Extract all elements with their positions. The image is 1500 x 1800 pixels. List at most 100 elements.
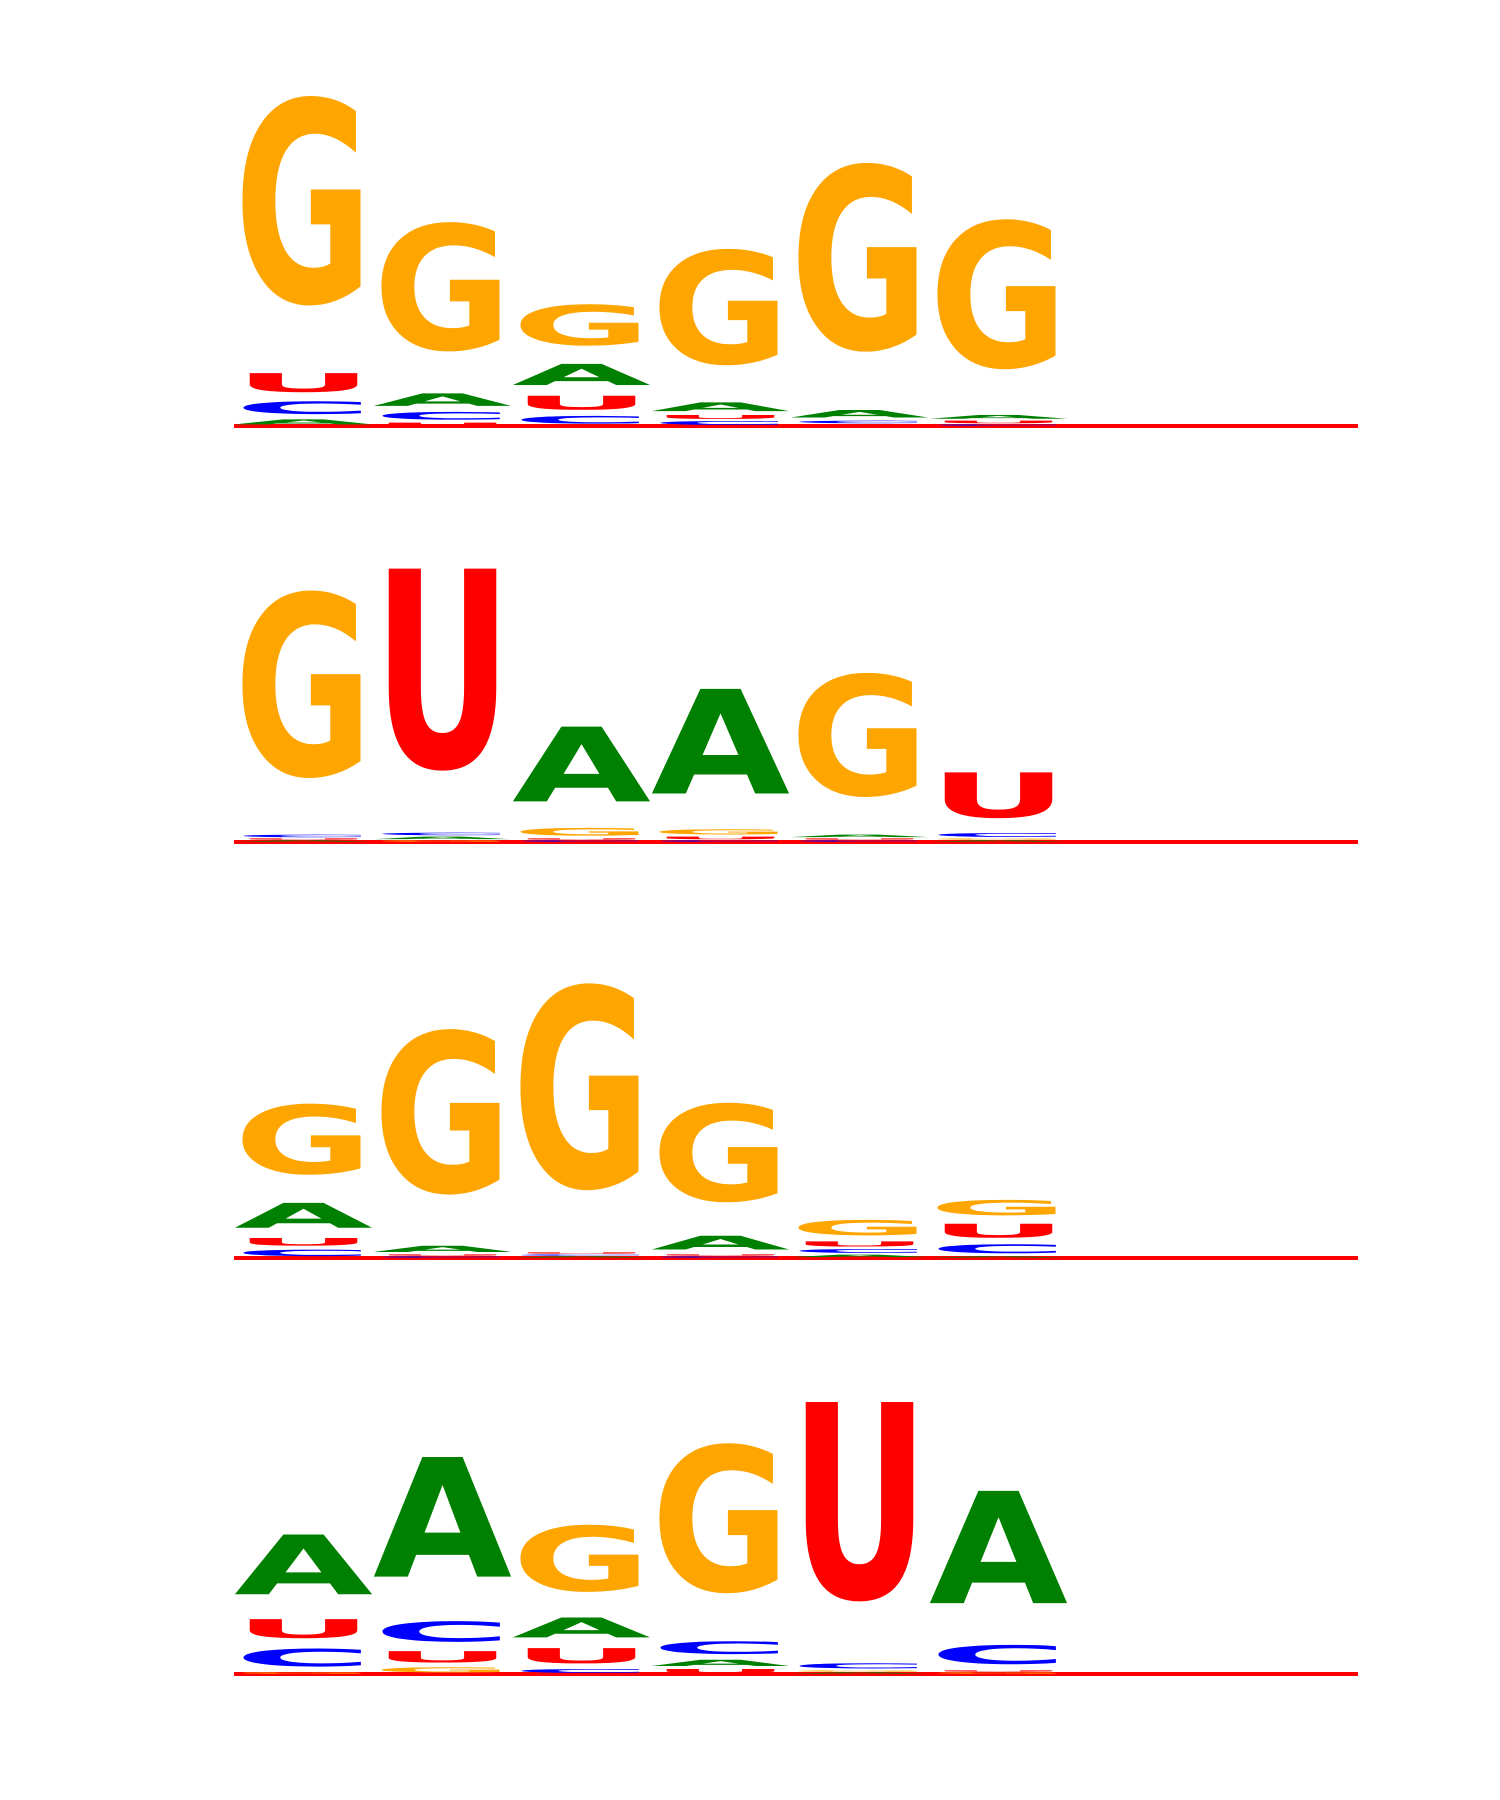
logo-letter-C: C (512, 414, 651, 426)
logo-letter-A: A (512, 1612, 651, 1644)
logo-letter-G: G (373, 840, 512, 842)
logo-letter-A: A (512, 707, 651, 826)
logo-letter-G: G (234, 46, 373, 368)
logo-letter-G: G (373, 191, 512, 390)
logo-letter-A: A (373, 390, 512, 410)
logo-letter-U: U (651, 836, 790, 840)
logo-letter-A: A (373, 836, 512, 840)
logo-letter-A: A (512, 1256, 651, 1258)
logo-letter-U: U (651, 414, 790, 420)
logo-letter-U: U (651, 1668, 790, 1674)
logo-letter-U: U (512, 392, 651, 414)
logo-letter-U: U (234, 368, 373, 398)
logo-letter-A: A (651, 661, 790, 828)
logo-letter-C: C (929, 1640, 1068, 1670)
logo-letter-G: G (512, 826, 651, 838)
logo-letter-C: C (651, 420, 790, 426)
logo-letter-C: C (929, 832, 1068, 838)
logo-letter-G: G (790, 1670, 929, 1672)
logo-letter-U: U (929, 420, 1068, 424)
logo-letter-G: G (234, 1087, 373, 1196)
logo-letter-A: A (234, 1518, 373, 1614)
logo-letter-G: G (512, 1508, 651, 1612)
logo-letter-U: U (512, 838, 651, 840)
logo-letter-C: C (512, 840, 651, 842)
logo-letter-A: A (790, 1254, 929, 1258)
logo-letter-U: U (234, 838, 373, 840)
logo-letter-A: A (234, 840, 373, 842)
logo-letter-G: G (512, 933, 651, 1252)
logo-letter-U: U (373, 1254, 512, 1256)
logo-letter-A: A (651, 1232, 790, 1254)
logo-letter-U: U (234, 1614, 373, 1644)
logo-letter-A: A (929, 1256, 1068, 1258)
logo-letter-U: U (512, 1252, 651, 1254)
logo-letter-A: A (373, 1244, 512, 1254)
logo-letter-G: G (929, 184, 1068, 414)
logo-letter-U: U (373, 422, 512, 426)
logo-letter-C: C (651, 1638, 790, 1658)
logo-letter-C: C (790, 420, 929, 424)
logo-letter-U: U (234, 1236, 373, 1248)
logo-letter-U: U (790, 838, 929, 840)
logo-letter-G: G (651, 1408, 790, 1638)
logo-letter-G: G (929, 1196, 1068, 1220)
logo-letter-C: C (929, 424, 1068, 426)
logo-letter-U: U (929, 761, 1068, 832)
logo-letter-A: A (929, 840, 1068, 842)
logo-letter-A: A (373, 1424, 512, 1616)
logo-letter-C: C (651, 1256, 790, 1258)
logo-letter-G: G (790, 643, 929, 834)
logo-letter-C: C (790, 1248, 929, 1254)
logo-letter-C: C (512, 1254, 651, 1256)
logo-letter-A: A (512, 358, 651, 392)
logo-letter-U: U (373, 514, 512, 831)
logo-letter-C: C (234, 1248, 373, 1258)
logo-letter-C: C (651, 840, 790, 842)
logo-letter-A: A (790, 834, 929, 838)
logo-letter-C: C (234, 398, 373, 418)
logo-letter-A: A (234, 418, 373, 426)
logo-letter-C: C (929, 1242, 1068, 1256)
logo-letter-U: U (512, 1644, 651, 1668)
logo-letter-C: C (512, 1668, 651, 1674)
logo-letter-G: G (790, 1216, 929, 1240)
logo-letter-U: U (790, 424, 929, 426)
logo-letter-U: U (651, 1254, 790, 1256)
logo-letter-U: U (929, 1220, 1068, 1242)
logo-letter-G: G (651, 828, 790, 836)
logo-letter-A: A (651, 400, 790, 414)
logo-letter-A: A (790, 1672, 929, 1674)
logo-letter-G: G (234, 1672, 373, 1674)
logo-letter-A: A (790, 408, 929, 420)
logo-letter-U: U (790, 1240, 929, 1248)
logo-letter-U: U (929, 1670, 1068, 1672)
logo-letter-G: G (234, 546, 373, 834)
logo-letter-C: C (790, 1662, 929, 1670)
logo-letter-G: G (373, 989, 512, 1244)
logo-letter-C: C (234, 834, 373, 838)
logo-letter-G: G (651, 221, 790, 400)
logo-letter-G: G (929, 1672, 1068, 1674)
logo-letter-U: U (790, 1350, 929, 1662)
logo-letter-C: C (373, 410, 512, 422)
logo-letter-G: G (790, 118, 929, 408)
logo-letter-A: A (929, 414, 1068, 420)
logo-letter-C: C (790, 840, 929, 842)
logo-letter-G: G (512, 294, 651, 358)
logo-letter-C: C (234, 1644, 373, 1672)
logo-letter-U: U (373, 1648, 512, 1666)
logo-letter-A: A (929, 1461, 1068, 1640)
logo-letter-G: G (929, 838, 1068, 840)
logo-letter-A: A (651, 1658, 790, 1668)
logo-letter-G: G (373, 1666, 512, 1674)
logo-letter-C: C (373, 832, 512, 836)
logo-letter-C: C (373, 1256, 512, 1258)
logo-letter-G: G (651, 1078, 790, 1232)
logo-letter-C: C (373, 1616, 512, 1648)
